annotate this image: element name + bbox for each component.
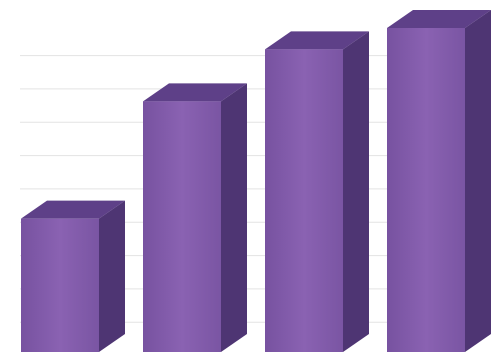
bar-front-face <box>143 101 221 352</box>
bar-front-face <box>387 28 465 352</box>
bar-top-face <box>143 83 247 102</box>
bar-top-face <box>387 10 491 28</box>
bar-top-face <box>21 200 125 219</box>
bar-side-face <box>99 200 125 352</box>
bars <box>21 10 491 352</box>
bar-front-face <box>21 218 99 352</box>
bar-side-face <box>465 10 491 352</box>
bar <box>265 31 369 352</box>
bar-side-face <box>221 83 247 352</box>
bar-side-face <box>343 31 369 352</box>
bar <box>387 10 491 352</box>
bar-front-face <box>265 49 343 352</box>
bar-top-face <box>265 31 369 50</box>
bar <box>143 83 247 352</box>
bar <box>21 200 125 352</box>
